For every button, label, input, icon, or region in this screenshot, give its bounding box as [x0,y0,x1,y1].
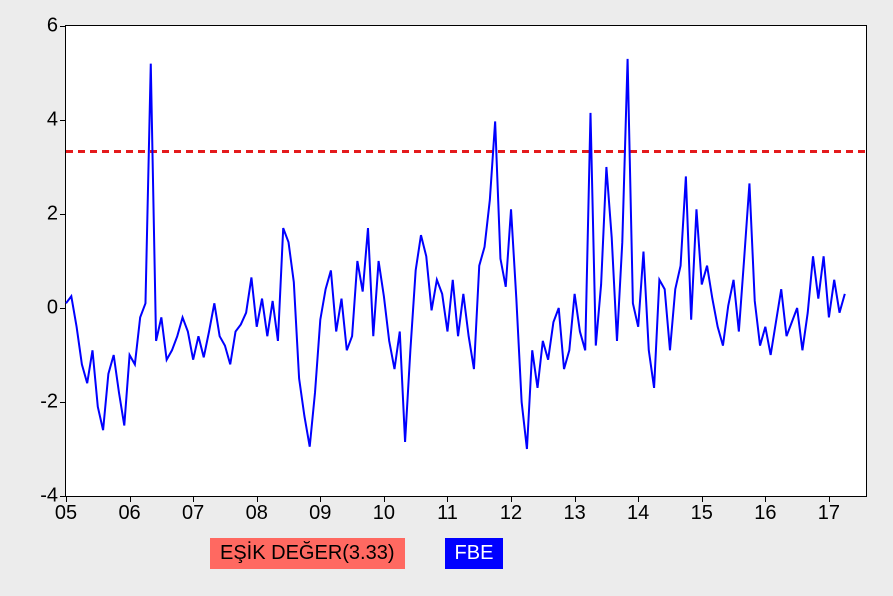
x-tick-label: 16 [754,502,776,525]
x-tick-label: 12 [500,502,522,525]
legend: EŞİK DEĞER(3.33) FBE [210,538,503,569]
x-tick-label: 10 [373,502,395,525]
plot-svg [66,26,866,496]
y-tick-mark [60,308,66,309]
x-tick-label: 08 [246,502,268,525]
x-tick-mark [384,496,385,502]
x-tick-label: 05 [55,502,77,525]
x-tick-label: 17 [818,502,840,525]
x-tick-label: 13 [563,502,585,525]
legend-item: FBE [445,538,504,569]
y-tick-label: 4 [47,109,58,132]
x-tick-mark [702,496,703,502]
x-tick-mark [829,496,830,502]
x-tick-mark [511,496,512,502]
x-tick-label: 06 [118,502,140,525]
x-tick-label: 07 [182,502,204,525]
x-tick-mark [575,496,576,502]
x-tick-mark [257,496,258,502]
x-tick-mark [130,496,131,502]
x-tick-mark [193,496,194,502]
y-tick-label: 6 [47,15,58,38]
y-tick-mark [60,402,66,403]
x-tick-label: 11 [437,502,458,525]
y-tick-mark [60,26,66,27]
y-tick-label: 0 [47,297,58,320]
y-tick-label: -2 [40,391,58,414]
x-tick-mark [66,496,67,502]
y-tick-mark [60,214,66,215]
x-tick-mark [638,496,639,502]
x-tick-label: 15 [691,502,713,525]
plot-area: -4-2024605060708091011121314151617 [65,25,867,497]
series-line-fbe [66,59,845,449]
x-tick-mark [447,496,448,502]
y-tick-label: 2 [47,203,58,226]
legend-item: EŞİK DEĞER(3.33) [210,538,405,569]
x-tick-label: 09 [309,502,331,525]
line-chart: -4-2024605060708091011121314151617 EŞİK … [0,0,893,596]
x-tick-mark [765,496,766,502]
x-tick-mark [320,496,321,502]
y-tick-mark [60,120,66,121]
x-tick-label: 14 [627,502,649,525]
